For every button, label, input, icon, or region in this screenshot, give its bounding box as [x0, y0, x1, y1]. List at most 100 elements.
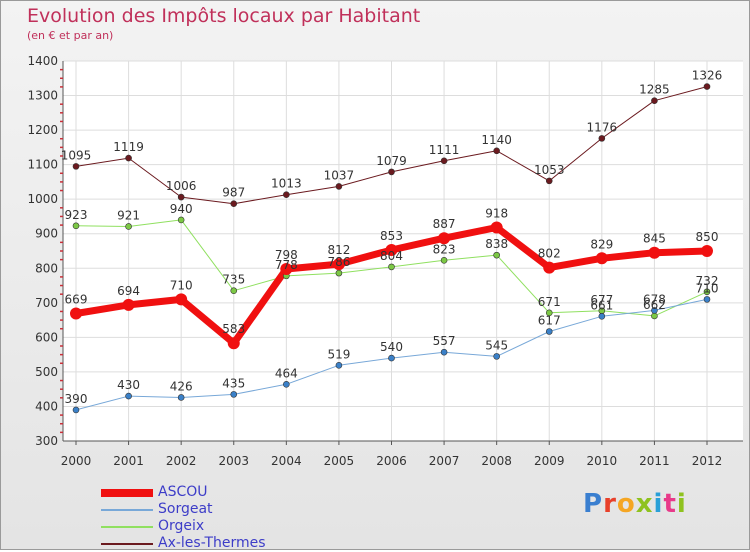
x-tick-label: 2008 — [481, 454, 512, 468]
x-tick-label: 2012 — [692, 454, 723, 468]
data-label-orgeix: 838 — [485, 237, 508, 251]
legend-swatch — [101, 542, 153, 545]
data-label-ax-les-thermes: 1095 — [61, 148, 92, 162]
data-point-ax-les-thermes — [72, 163, 80, 170]
data-point-sorgeat — [598, 312, 606, 320]
data-point-ascou — [385, 243, 398, 256]
legend-label: Orgeix — [158, 518, 205, 534]
legend-swatch — [101, 508, 153, 511]
grid-lines — [63, 60, 743, 442]
data-point-orgeix — [493, 251, 500, 259]
data-point-ax-les-thermes — [283, 191, 290, 198]
y-tick-label: 500 — [35, 365, 58, 379]
data-point-orgeix — [440, 257, 448, 264]
data-point-sorgeat — [493, 353, 500, 360]
data-label-ax-les-thermes: 1013 — [271, 177, 302, 191]
data-label-orgeix: 786 — [327, 255, 350, 269]
data-label-sorgeat: 557 — [433, 334, 456, 348]
data-label-ax-les-thermes: 1140 — [481, 133, 512, 147]
data-point-sorgeat — [72, 406, 80, 414]
data-point-ascou — [175, 293, 188, 306]
data-label-sorgeat: 678 — [643, 292, 666, 306]
data-point-sorgeat — [545, 328, 553, 335]
data-point-ascou — [227, 337, 240, 350]
y-tick-label: 700 — [35, 296, 58, 310]
data-point-ax-les-thermes — [388, 168, 395, 176]
data-label-ax-les-thermes: 987 — [222, 186, 245, 200]
data-label-ax-les-thermes: 1037 — [324, 168, 355, 182]
data-label-ascou: 850 — [696, 230, 719, 244]
data-label-sorgeat: 426 — [170, 379, 193, 393]
data-label-orgeix: 735 — [222, 273, 245, 287]
data-label-ascou: 829 — [590, 237, 613, 251]
data-point-ascou — [701, 245, 713, 257]
logo-letter: t — [663, 489, 677, 519]
series-points — [70, 83, 713, 414]
logo-letter: r — [603, 489, 617, 519]
data-point-ascou — [595, 252, 608, 265]
x-tick-label: 2004 — [271, 454, 302, 468]
data-point-sorgeat — [125, 392, 132, 400]
data-point-orgeix — [72, 222, 80, 230]
y-tick-label: 900 — [35, 227, 58, 241]
data-label-ascou: 812 — [327, 243, 350, 257]
data-point-sorgeat — [651, 307, 658, 314]
data-label-sorgeat: 390 — [65, 392, 88, 406]
data-label-orgeix: 677 — [590, 293, 613, 307]
data-point-orgeix — [651, 312, 658, 320]
data-label-ax-les-thermes: 1326 — [692, 69, 723, 83]
logo-letter: P — [583, 489, 604, 519]
data-point-orgeix — [125, 223, 132, 230]
axes — [60, 61, 743, 445]
data-point-ax-les-thermes — [177, 193, 185, 201]
x-tick-label: 2000 — [61, 454, 92, 468]
data-label-orgeix: 804 — [380, 249, 403, 263]
legend-swatch — [101, 488, 153, 497]
data-point-ax-les-thermes — [651, 97, 658, 105]
data-point-sorgeat — [335, 362, 343, 369]
data-label-ascou: 710 — [170, 278, 193, 292]
data-point-ax-les-thermes — [598, 135, 606, 142]
x-tick-label: 2005 — [324, 454, 355, 468]
data-label-ascou: 798 — [275, 248, 298, 262]
data-point-ax-les-thermes — [230, 200, 238, 207]
data-point-ascou — [438, 232, 451, 245]
y-tick-label: 600 — [35, 330, 58, 344]
data-label-orgeix: 662 — [643, 298, 666, 312]
x-tick-label: 2002 — [166, 454, 197, 468]
data-label-sorgeat: 464 — [275, 366, 298, 380]
logo-letter: o — [616, 489, 636, 519]
logo-letter: i — [653, 489, 664, 519]
chart-title: Evolution des Impôts locaux par Habitant — [27, 5, 421, 27]
legend-label: Ax-les-Thermes — [158, 535, 266, 551]
data-label-orgeix: 671 — [538, 295, 561, 309]
y-tick-label: 400 — [35, 399, 58, 413]
data-label-ascou: 583 — [222, 322, 245, 336]
data-point-ax-les-thermes — [335, 183, 343, 190]
data-label-ascou: 853 — [380, 229, 403, 243]
data-point-ascou — [648, 246, 661, 259]
data-label-orgeix: 940 — [170, 202, 193, 216]
x-tick-label: 2001 — [113, 454, 144, 468]
proxiti-logo: Proxiti — [583, 489, 687, 519]
data-label-sorgeat: 661 — [590, 298, 613, 312]
data-point-ascou — [543, 261, 556, 274]
data-point-ascou — [332, 258, 345, 271]
data-point-orgeix — [177, 216, 185, 224]
legend-label: ASCOU — [158, 484, 208, 500]
data-label-ascou: 694 — [117, 284, 140, 298]
data-label-sorgeat: 435 — [222, 376, 245, 390]
data-label-ax-les-thermes: 1285 — [639, 83, 670, 97]
x-tick-labels: 2000 2001 2002 2003 2004 2005 2006 2007 2008 2009… — [61, 454, 723, 468]
data-point-ax-les-thermes — [125, 154, 132, 162]
x-tick-label: 2011 — [639, 454, 670, 468]
data-point-orgeix — [335, 269, 343, 277]
data-point-sorgeat — [703, 296, 711, 303]
data-label-sorgeat: 710 — [696, 281, 719, 295]
data-label-orgeix: 923 — [65, 208, 88, 222]
data-point-orgeix — [388, 263, 395, 271]
data-label-ascou: 845 — [643, 232, 666, 246]
data-point-ascou — [280, 262, 293, 275]
